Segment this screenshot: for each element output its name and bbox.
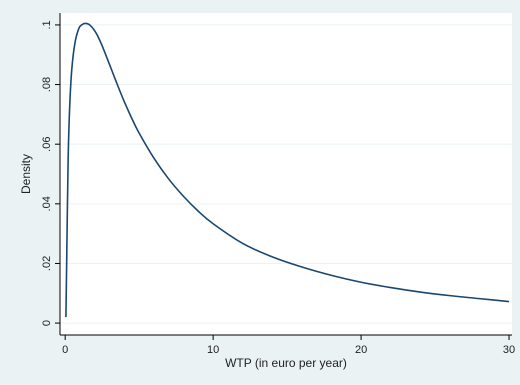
y-tick-label: .04 xyxy=(41,196,53,211)
y-tick-label: 0 xyxy=(41,320,53,326)
y-axis-label: Density xyxy=(19,154,33,194)
y-tick-label: .06 xyxy=(41,137,53,152)
plot-area xyxy=(60,13,512,335)
x-tick-label: 30 xyxy=(503,344,515,356)
grid-lines xyxy=(60,24,512,324)
density-curve xyxy=(65,22,510,318)
axes: 0 .02 .04 .06 .08 .1 0 10 20 30 xyxy=(41,13,515,356)
x-tick-label: 10 xyxy=(207,344,219,356)
x-tick-label: 20 xyxy=(355,344,367,356)
x-tick-label: 0 xyxy=(62,344,68,356)
x-axis-label: WTP (in euro per year) xyxy=(225,356,347,370)
y-tick-label: .1 xyxy=(41,20,53,29)
y-tick-label: .02 xyxy=(41,256,53,271)
series-layer xyxy=(65,22,510,318)
y-tick-label: .08 xyxy=(41,77,53,92)
